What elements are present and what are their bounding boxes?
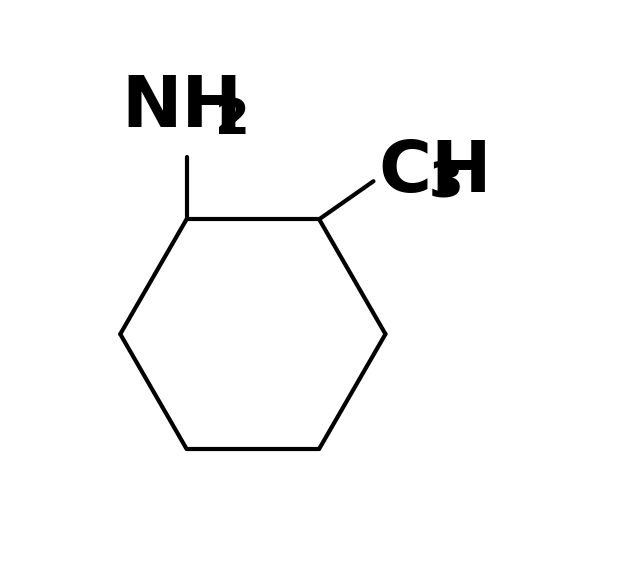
Text: 2: 2 [215, 96, 250, 144]
Text: 3: 3 [429, 160, 463, 207]
Text: NH: NH [122, 73, 243, 142]
Text: CH: CH [378, 138, 492, 207]
